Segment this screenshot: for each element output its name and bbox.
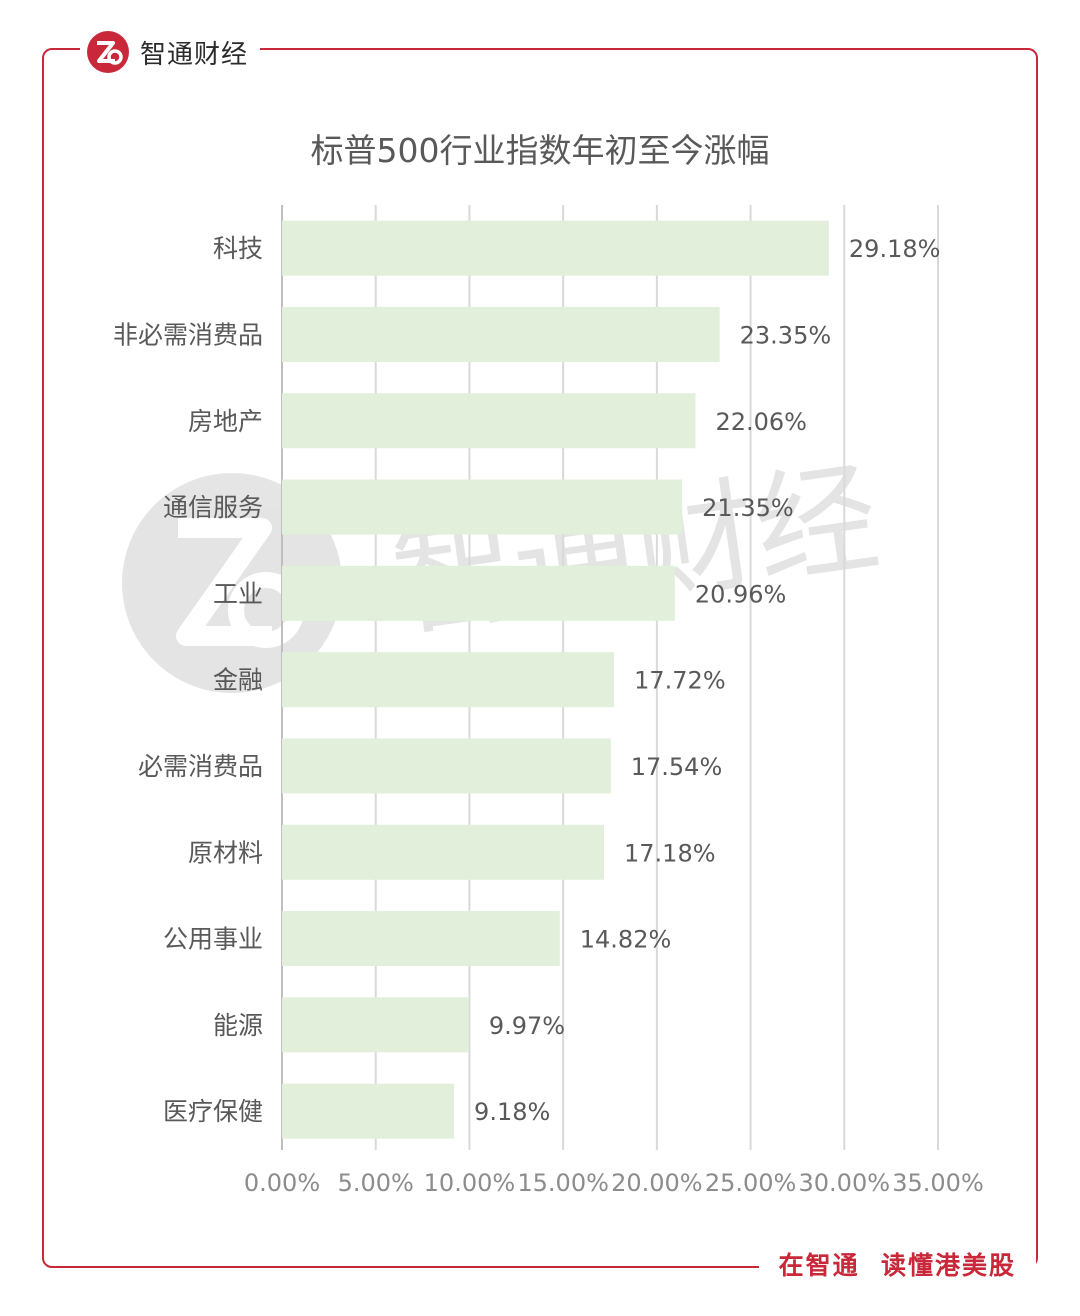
watermark-text: 智通财经: [384, 446, 887, 655]
footer-slogan: 在智通 读懂港美股: [758, 1246, 1036, 1282]
data-label: 17.72%: [634, 667, 726, 695]
category-label: 非必需消费品: [113, 320, 263, 349]
bar: [282, 1083, 455, 1139]
category-label: 医疗保健: [163, 1097, 263, 1126]
data-label: 17.54%: [631, 753, 723, 781]
bar: [282, 393, 696, 449]
category-label: 工业: [213, 579, 263, 608]
zhitong-logo-icon: [87, 31, 129, 73]
x-tick-label: 25.00%: [705, 1169, 797, 1197]
bar: [282, 479, 683, 535]
brand-header: 智通财经: [80, 26, 261, 78]
bar: [282, 220, 829, 276]
x-tick-label: 15.00%: [517, 1169, 609, 1197]
category-label: 公用事业: [163, 925, 263, 954]
data-label: 23.35%: [740, 321, 832, 349]
data-label: 29.18%: [849, 235, 941, 263]
bar: [282, 738, 611, 794]
chart-frame: [42, 48, 1038, 1268]
bar: [282, 306, 720, 362]
data-label: 20.96%: [695, 580, 787, 608]
category-label: 能源: [213, 1011, 263, 1040]
brand-name: 智通财经: [140, 39, 249, 70]
data-label: 17.18%: [624, 839, 716, 867]
x-tick-label: 10.00%: [424, 1169, 516, 1197]
data-label: 9.97%: [489, 1012, 565, 1040]
chart-title: 标普500行业指数年初至今涨幅: [310, 131, 770, 170]
category-label: 原材料: [188, 838, 263, 867]
category-label: 科技: [213, 234, 263, 263]
bar: [282, 652, 615, 708]
x-tick-label: 0.00%: [244, 1169, 320, 1197]
x-tick-label: 35.00%: [892, 1169, 984, 1197]
x-tick-label: 30.00%: [799, 1169, 891, 1197]
category-label: 通信服务: [163, 493, 263, 522]
category-label: 必需消费品: [138, 752, 263, 781]
data-label: 14.82%: [580, 926, 672, 954]
x-tick-label: 20.00%: [611, 1169, 703, 1197]
bar: [282, 997, 469, 1053]
bar: [282, 565, 675, 621]
x-tick-label: 5.00%: [338, 1169, 414, 1197]
bar: [282, 911, 560, 967]
data-label: 9.18%: [474, 1098, 550, 1126]
data-label: 22.06%: [715, 408, 807, 436]
category-label: 金融: [213, 666, 263, 695]
data-label: 21.35%: [702, 494, 794, 522]
category-label: 房地产: [188, 407, 263, 436]
bar: [282, 824, 605, 880]
